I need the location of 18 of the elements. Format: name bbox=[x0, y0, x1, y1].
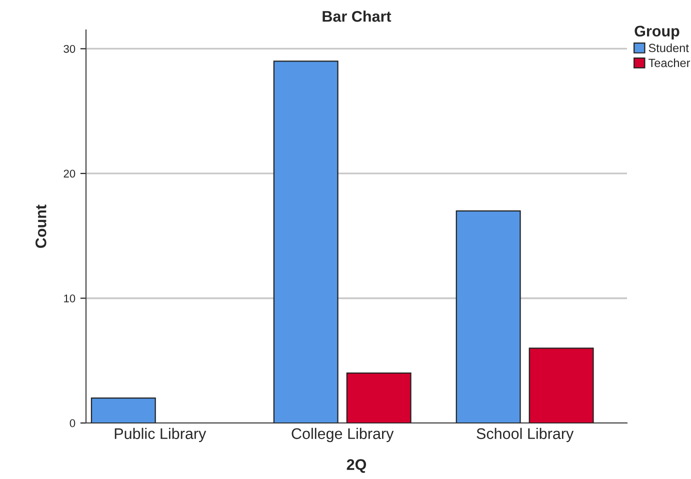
bar bbox=[346, 372, 412, 423]
y-tick-label: 20 bbox=[64, 170, 76, 178]
chart-title: Bar Chart bbox=[322, 10, 392, 22]
bar bbox=[456, 210, 521, 423]
y-axis-title: Count bbox=[36, 204, 46, 248]
x-axis-title: 2Q bbox=[346, 459, 366, 473]
legend-title: Group bbox=[634, 26, 680, 40]
y-tick-label: 0 bbox=[70, 419, 76, 428]
bar bbox=[90, 397, 156, 423]
y-tick-label: 10 bbox=[64, 294, 76, 302]
y-tick-label: 30 bbox=[64, 44, 76, 53]
bar bbox=[528, 348, 594, 423]
bar bbox=[273, 60, 338, 423]
legend-label: Student bbox=[648, 43, 689, 52]
x-tick-label: College Library bbox=[292, 428, 394, 442]
x-tick-label: School Library bbox=[476, 428, 574, 442]
legend-label: Teacher bbox=[648, 58, 690, 68]
x-tick-label: Public Library bbox=[114, 428, 206, 442]
